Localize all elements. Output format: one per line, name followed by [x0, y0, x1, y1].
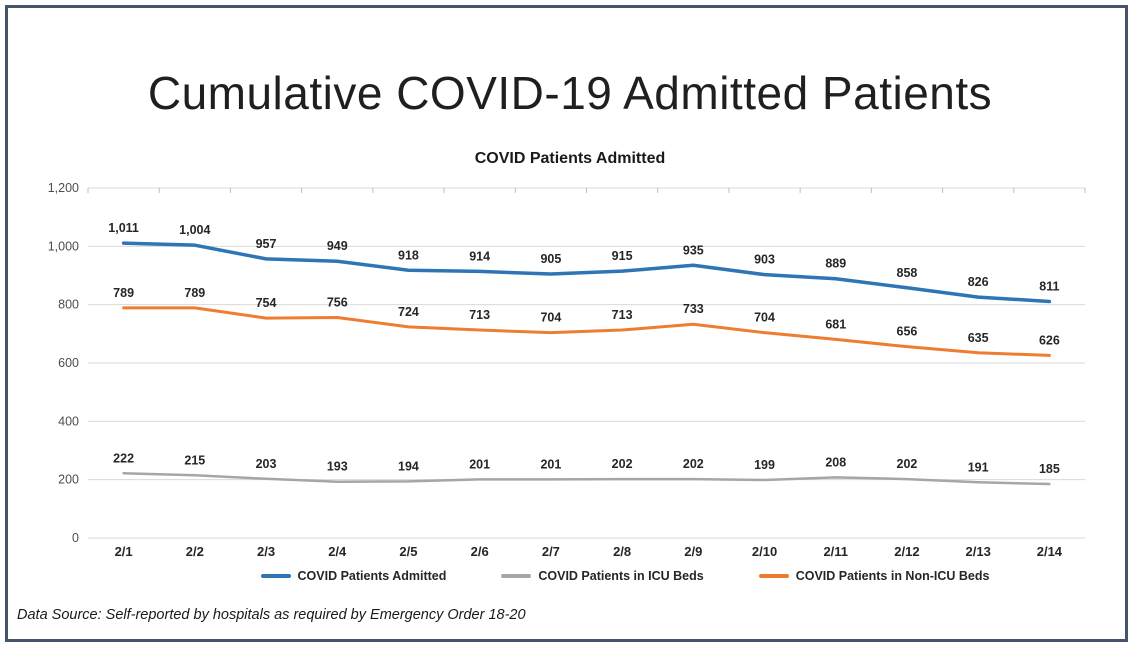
svg-text:2/9: 2/9 [684, 544, 702, 559]
svg-text:2/7: 2/7 [542, 544, 560, 559]
legend-item-admitted: COVID Patients Admitted [260, 569, 447, 583]
svg-text:1,004: 1,004 [179, 223, 210, 237]
svg-text:681: 681 [825, 317, 846, 331]
svg-text:2/10: 2/10 [752, 544, 777, 559]
line-chart: 0 200 400 600 800 1,000 1,200 1,011 1,004 957 949 9… [48, 181, 1086, 559]
svg-text:724: 724 [398, 305, 419, 319]
svg-text:789: 789 [113, 286, 134, 300]
svg-text:756: 756 [327, 296, 348, 310]
svg-text:208: 208 [825, 455, 846, 469]
svg-text:789: 789 [184, 286, 205, 300]
svg-text:202: 202 [612, 457, 633, 471]
legend-item-icu: COVID Patients in ICU Beds [501, 569, 704, 583]
svg-text:800: 800 [58, 298, 79, 312]
non-icu-line-marker-icon [758, 574, 789, 578]
svg-text:858: 858 [897, 266, 918, 280]
svg-text:215: 215 [184, 453, 205, 467]
svg-text:889: 889 [825, 257, 846, 271]
svg-text:704: 704 [754, 311, 775, 325]
svg-text:656: 656 [897, 325, 918, 339]
svg-text:203: 203 [256, 457, 277, 471]
svg-text:2/1: 2/1 [115, 544, 133, 559]
svg-text:201: 201 [540, 457, 561, 471]
admitted-line-marker-icon [260, 574, 291, 578]
icu-line-marker-icon [501, 574, 532, 578]
data-source-note: Data Source: Self-reported by hospitals … [17, 607, 526, 623]
chart-title: COVID Patients Admitted [474, 150, 666, 167]
legend-item-non-icu: COVID Patients in Non-ICU Beds [758, 569, 990, 583]
svg-text:826: 826 [968, 275, 989, 289]
svg-text:1,011: 1,011 [108, 221, 139, 235]
svg-text:903: 903 [754, 253, 775, 267]
svg-text:635: 635 [968, 331, 989, 345]
svg-text:713: 713 [612, 308, 633, 322]
svg-text:2/13: 2/13 [966, 544, 991, 559]
svg-text:915: 915 [612, 249, 633, 263]
chart-legend: COVID Patients Admitted COVID Patients i… [0, 569, 1140, 583]
svg-text:918: 918 [398, 248, 419, 262]
svg-text:713: 713 [469, 308, 490, 322]
svg-text:2/4: 2/4 [328, 544, 347, 559]
svg-text:2/3: 2/3 [257, 544, 275, 559]
svg-text:905: 905 [540, 252, 561, 266]
svg-text:201: 201 [469, 457, 490, 471]
svg-text:2/14: 2/14 [1037, 544, 1063, 559]
svg-text:1,000: 1,000 [48, 239, 79, 253]
svg-text:1,200: 1,200 [48, 181, 79, 195]
svg-text:2/2: 2/2 [186, 544, 204, 559]
svg-text:185: 185 [1039, 462, 1060, 476]
svg-text:193: 193 [327, 460, 348, 474]
svg-text:600: 600 [58, 356, 79, 370]
svg-text:935: 935 [683, 243, 704, 257]
svg-text:704: 704 [540, 311, 561, 325]
svg-text:914: 914 [469, 249, 490, 263]
svg-text:2/6: 2/6 [471, 544, 489, 559]
svg-text:2/11: 2/11 [823, 544, 848, 559]
svg-text:811: 811 [1039, 279, 1059, 293]
svg-text:194: 194 [398, 459, 419, 473]
page-title: Cumulative COVID-19 Admitted Patients [147, 67, 993, 119]
svg-text:199: 199 [754, 458, 775, 472]
svg-text:754: 754 [256, 296, 277, 310]
svg-text:202: 202 [683, 457, 704, 471]
svg-text:0: 0 [72, 531, 79, 545]
svg-text:2/8: 2/8 [613, 544, 631, 559]
svg-text:191: 191 [968, 460, 989, 474]
svg-text:733: 733 [683, 302, 704, 316]
svg-text:200: 200 [58, 473, 79, 487]
legend-label-icu: COVID Patients in ICU Beds [538, 569, 704, 583]
svg-text:2/12: 2/12 [894, 544, 919, 559]
legend-label-non-icu: COVID Patients in Non-ICU Beds [795, 569, 990, 583]
svg-text:2/5: 2/5 [399, 544, 417, 559]
svg-text:222: 222 [113, 451, 134, 465]
legend-label-admitted: COVID Patients Admitted [297, 569, 447, 583]
svg-text:949: 949 [327, 239, 348, 253]
svg-text:202: 202 [897, 457, 918, 471]
svg-text:626: 626 [1039, 333, 1060, 347]
svg-text:400: 400 [58, 414, 79, 428]
svg-text:957: 957 [256, 237, 277, 251]
